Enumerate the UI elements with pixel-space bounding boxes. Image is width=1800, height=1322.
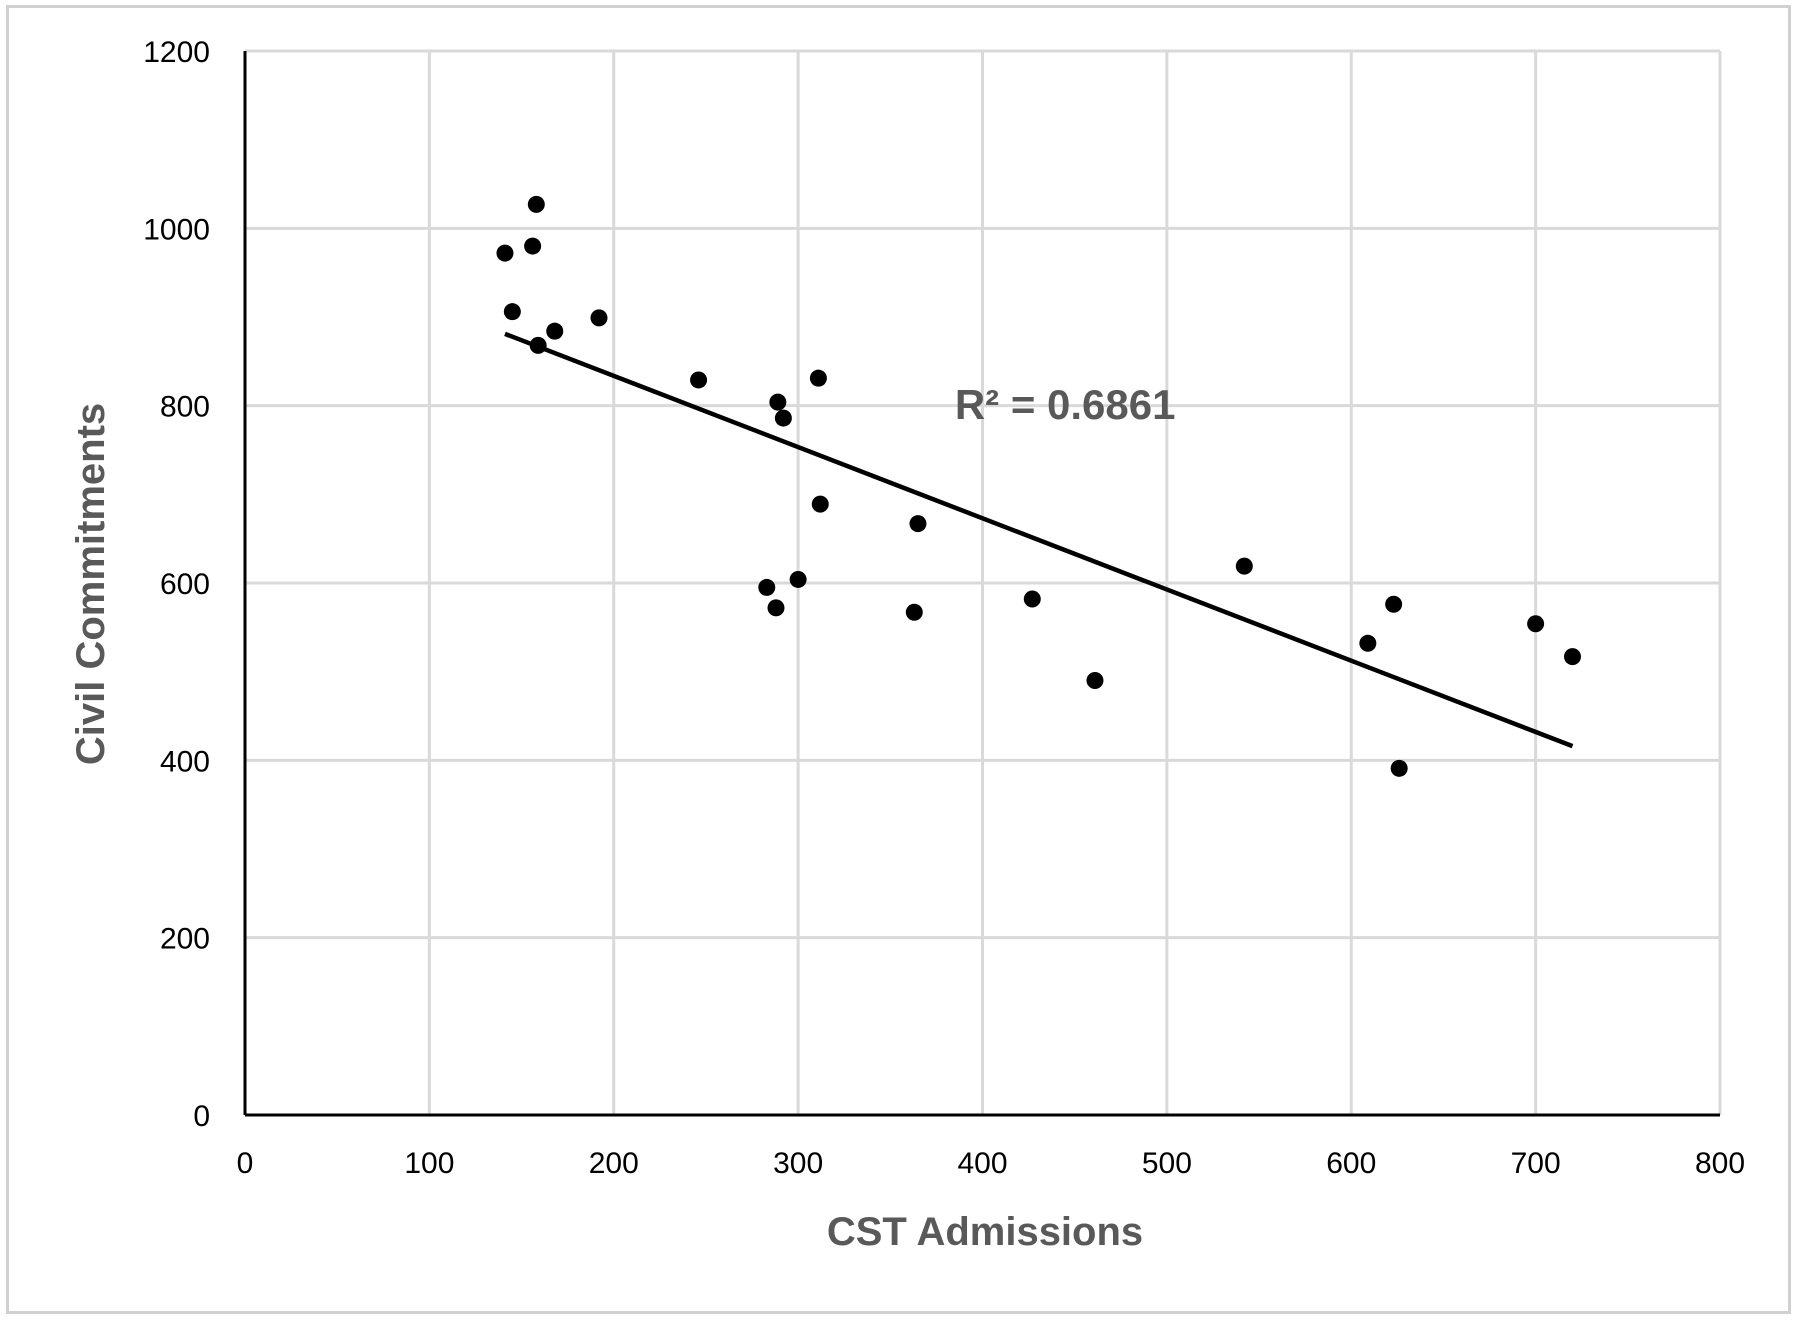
x-tick-label: 500 <box>1142 1147 1192 1180</box>
data-point <box>1390 759 1408 777</box>
x-tick-label: 100 <box>404 1147 454 1180</box>
grid-lines <box>245 49 1722 1115</box>
x-axis-title: CST Admissions <box>827 1210 1143 1254</box>
x-tick-label: 200 <box>589 1147 639 1180</box>
data-point <box>809 369 827 387</box>
data-point <box>1527 615 1545 633</box>
data-point <box>1359 634 1377 652</box>
data-point <box>590 309 608 327</box>
y-tick-label: 400 <box>160 745 210 778</box>
data-point <box>769 393 787 411</box>
data-point <box>774 409 792 427</box>
y-tick-label: 1200 <box>143 36 210 69</box>
x-tick-label: 600 <box>1326 1147 1376 1180</box>
x-tick-label: 800 <box>1695 1147 1745 1180</box>
data-point <box>529 336 547 354</box>
data-point <box>789 570 807 588</box>
trendline <box>504 331 1574 749</box>
data-point <box>546 322 564 340</box>
data-point <box>1235 557 1253 575</box>
x-tick-label: 700 <box>1511 1147 1561 1180</box>
data-point <box>1023 590 1041 608</box>
chart-frame <box>6 5 1791 1314</box>
data-point <box>496 244 514 262</box>
data-point <box>690 371 708 389</box>
y-tick-label: 800 <box>160 391 210 424</box>
data-point <box>527 195 545 213</box>
y-tick-label: 1000 <box>143 213 210 246</box>
trendline-group <box>504 331 1574 749</box>
tick-labels: 0 100 200 300 400 500 600 700 800 0 200 400 600 800 10… <box>143 36 1745 1180</box>
data-point <box>758 578 776 596</box>
data-point <box>1564 648 1581 666</box>
y-axis-title: Civil Commitments <box>69 403 113 765</box>
y-tick-label: 200 <box>160 923 210 956</box>
data-point <box>905 603 923 621</box>
annotations: R² = 0.6861 <box>955 381 1176 428</box>
x-tick-label: 300 <box>773 1147 823 1180</box>
data-points <box>496 195 1581 777</box>
data-point <box>811 495 829 513</box>
data-point <box>1086 672 1104 690</box>
y-tick-label: 0 <box>193 1100 210 1133</box>
r-squared-label: R² = 0.6861 <box>955 381 1176 428</box>
y-tick-label: 600 <box>160 568 210 601</box>
x-tick-label: 0 <box>237 1147 254 1180</box>
data-point <box>524 237 542 255</box>
data-point <box>767 599 785 617</box>
x-tick-label: 400 <box>957 1147 1007 1180</box>
data-point <box>503 303 521 321</box>
data-point <box>1385 595 1403 613</box>
axes <box>243 51 1720 1117</box>
data-point <box>909 515 927 533</box>
